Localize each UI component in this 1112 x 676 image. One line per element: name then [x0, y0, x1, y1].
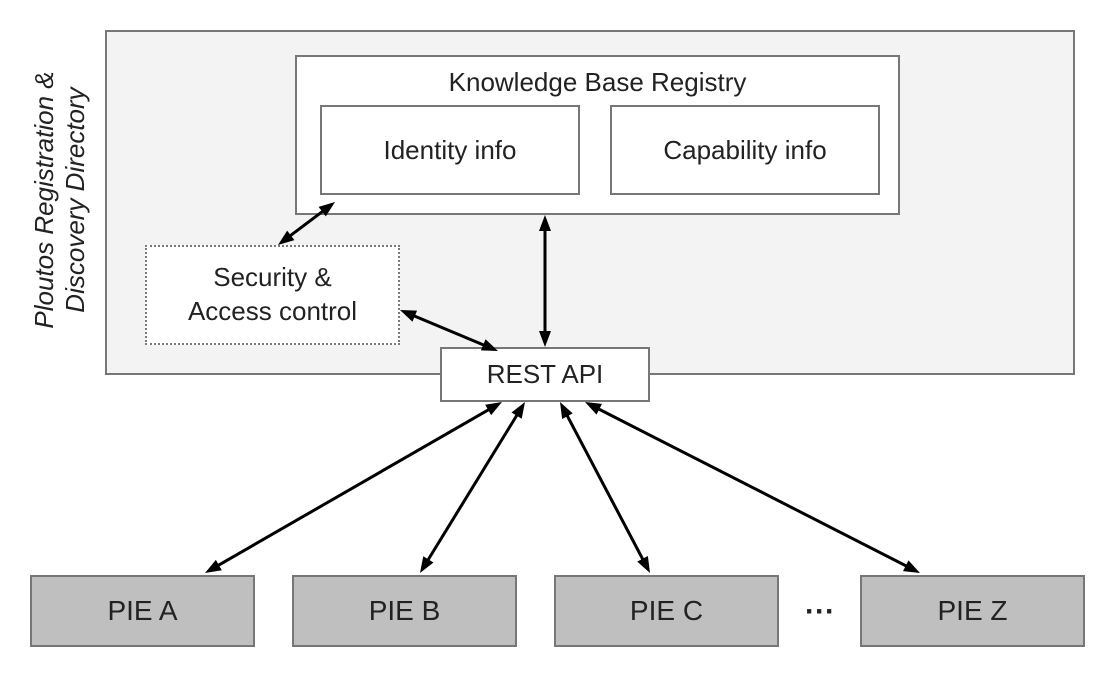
security-access-control-box: Security &Access control	[145, 245, 400, 345]
pie-c-box: PIE C	[554, 575, 779, 647]
rest-api-label: REST API	[487, 359, 604, 390]
pie-c-label: PIE C	[630, 595, 703, 627]
arrowhead-icon	[560, 402, 573, 419]
identity-info-label: Identity info	[384, 135, 517, 166]
pie-a-label: PIE A	[107, 595, 177, 627]
arrowhead-icon	[512, 402, 525, 419]
arrowhead-icon	[585, 402, 602, 415]
ellipsis-text: ···	[805, 595, 835, 629]
edge-api-to-pie-b	[425, 411, 519, 564]
pie-b-box: PIE B	[292, 575, 517, 647]
edge-api-to-pie-c	[565, 411, 645, 564]
rest-api-box: REST API	[440, 347, 650, 402]
arrowhead-icon	[420, 556, 433, 573]
arrowhead-icon	[903, 560, 920, 573]
capability-info-label: Capability info	[663, 135, 826, 166]
pie-a-box: PIE A	[30, 575, 255, 647]
identity-info-box: Identity info	[320, 105, 580, 195]
security-access-control-label: Security &Access control	[188, 261, 357, 329]
edge-api-to-pie-a	[214, 407, 493, 568]
pie-z-box: PIE Z	[860, 575, 1085, 647]
arrowhead-icon	[205, 560, 222, 573]
kb-registry-label: Knowledge Base Registry	[297, 67, 898, 98]
ellipsis-label: ···	[790, 592, 850, 632]
diagram-canvas: Ploutos Registration &Discovery Director…	[0, 0, 1112, 676]
pie-z-label: PIE Z	[937, 595, 1007, 627]
pie-b-label: PIE B	[369, 595, 441, 627]
arrowhead-icon	[637, 556, 650, 573]
arrowhead-icon	[485, 402, 502, 415]
capability-info-box: Capability info	[610, 105, 880, 195]
edge-api-to-pie-z	[594, 407, 910, 569]
directory-label: Ploutos Registration &Discovery Director…	[25, 25, 95, 375]
